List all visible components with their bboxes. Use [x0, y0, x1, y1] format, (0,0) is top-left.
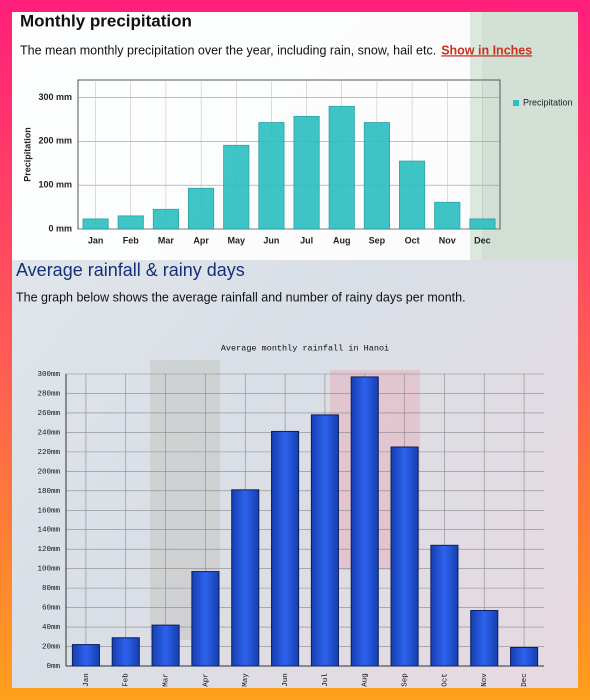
bar	[510, 647, 539, 667]
bar	[363, 122, 390, 230]
bar	[434, 201, 461, 230]
bar	[258, 122, 285, 230]
legend-swatch	[513, 100, 519, 106]
bar	[469, 218, 496, 230]
y-tick-label: 240mm	[37, 429, 60, 437]
y-tick-label: 80mm	[42, 585, 61, 593]
legend-label: Precipitation	[523, 97, 573, 107]
precipitation-chart: Monthly precipitation The mean monthly pr…	[20, 11, 573, 245]
y-tick-label: 280mm	[37, 390, 60, 398]
bar	[151, 624, 180, 667]
x-tick-label: Jul	[322, 673, 330, 687]
y-tick-label: 160mm	[37, 507, 60, 515]
x-tick-label: Nov	[481, 673, 489, 687]
bar	[399, 160, 426, 230]
x-tick-label: Jun	[263, 235, 279, 245]
x-tick-label: Mar	[163, 673, 171, 687]
description: The graph below shows the average rainfa…	[16, 290, 466, 304]
rainfall-chart: Average rainfall & rainy days The graph b…	[16, 260, 544, 687]
y-tick-label: 180mm	[37, 488, 60, 496]
bar	[223, 144, 250, 230]
y-tick-label: 300 mm	[38, 92, 72, 102]
y-axis-label: Precipitation	[22, 127, 32, 182]
bar	[350, 376, 379, 667]
x-tick-label: Apr	[202, 673, 210, 687]
x-tick-label: Mar	[158, 235, 175, 245]
y-tick-label: 0mm	[46, 663, 60, 671]
y-tick-label: 200 mm	[38, 136, 72, 146]
y-tick-label: 140mm	[37, 527, 60, 535]
x-tick-label: Jul	[300, 235, 313, 245]
bar	[82, 218, 109, 230]
x-tick-label: Dec	[474, 235, 491, 245]
bar	[430, 544, 459, 667]
x-tick-label: Jun	[282, 673, 290, 687]
x-tick-label: Aug	[362, 673, 370, 687]
y-tick-label: 40mm	[42, 624, 61, 632]
units-link[interactable]: Show in Inches	[441, 43, 532, 57]
x-tick-label: Aug	[333, 235, 351, 245]
y-tick-label: 120mm	[37, 546, 60, 554]
x-tick-label: Oct	[441, 673, 449, 687]
bar	[188, 187, 215, 230]
y-tick-label: 20mm	[42, 644, 61, 652]
y-tick-label: 60mm	[42, 605, 61, 613]
y-tick-label: 100mm	[37, 566, 60, 574]
x-tick-label: May	[227, 235, 245, 245]
y-tick-label: 300mm	[37, 371, 60, 379]
bar	[328, 105, 355, 230]
x-tick-label: Feb	[123, 673, 131, 687]
section-heading: Average rainfall & rainy days	[16, 260, 245, 280]
chart-title: Average monthly rainfall in Hanoi	[221, 343, 389, 353]
bar	[390, 446, 419, 667]
x-tick-label: Jan	[88, 235, 104, 245]
bar	[152, 208, 179, 230]
x-tick-label: Oct	[405, 235, 420, 245]
bar	[470, 610, 499, 667]
bar	[117, 215, 144, 230]
x-tick-label: Feb	[123, 235, 140, 245]
bar	[231, 489, 260, 667]
x-tick-label: Sep	[369, 235, 386, 245]
y-tick-label: 260mm	[37, 410, 60, 418]
bar	[271, 430, 300, 667]
bar	[293, 115, 320, 230]
y-tick-label: 200mm	[37, 468, 60, 476]
x-tick-label: Jan	[83, 673, 91, 687]
x-tick-label: Dec	[521, 673, 529, 687]
x-tick-label: Sep	[402, 673, 410, 687]
y-tick-label: 0 mm	[48, 223, 72, 233]
subtitle: The mean monthly precipitation over the …	[20, 43, 436, 57]
bar	[71, 644, 100, 667]
x-tick-label: Nov	[439, 235, 456, 245]
x-tick-label: May	[242, 673, 250, 687]
bar	[310, 414, 339, 667]
bar	[111, 637, 140, 667]
y-tick-label: 100 mm	[38, 180, 72, 190]
section-title: Monthly precipitation	[20, 11, 192, 30]
y-tick-label: 220mm	[37, 449, 60, 457]
bar	[191, 571, 220, 667]
x-tick-label: Apr	[193, 235, 209, 245]
